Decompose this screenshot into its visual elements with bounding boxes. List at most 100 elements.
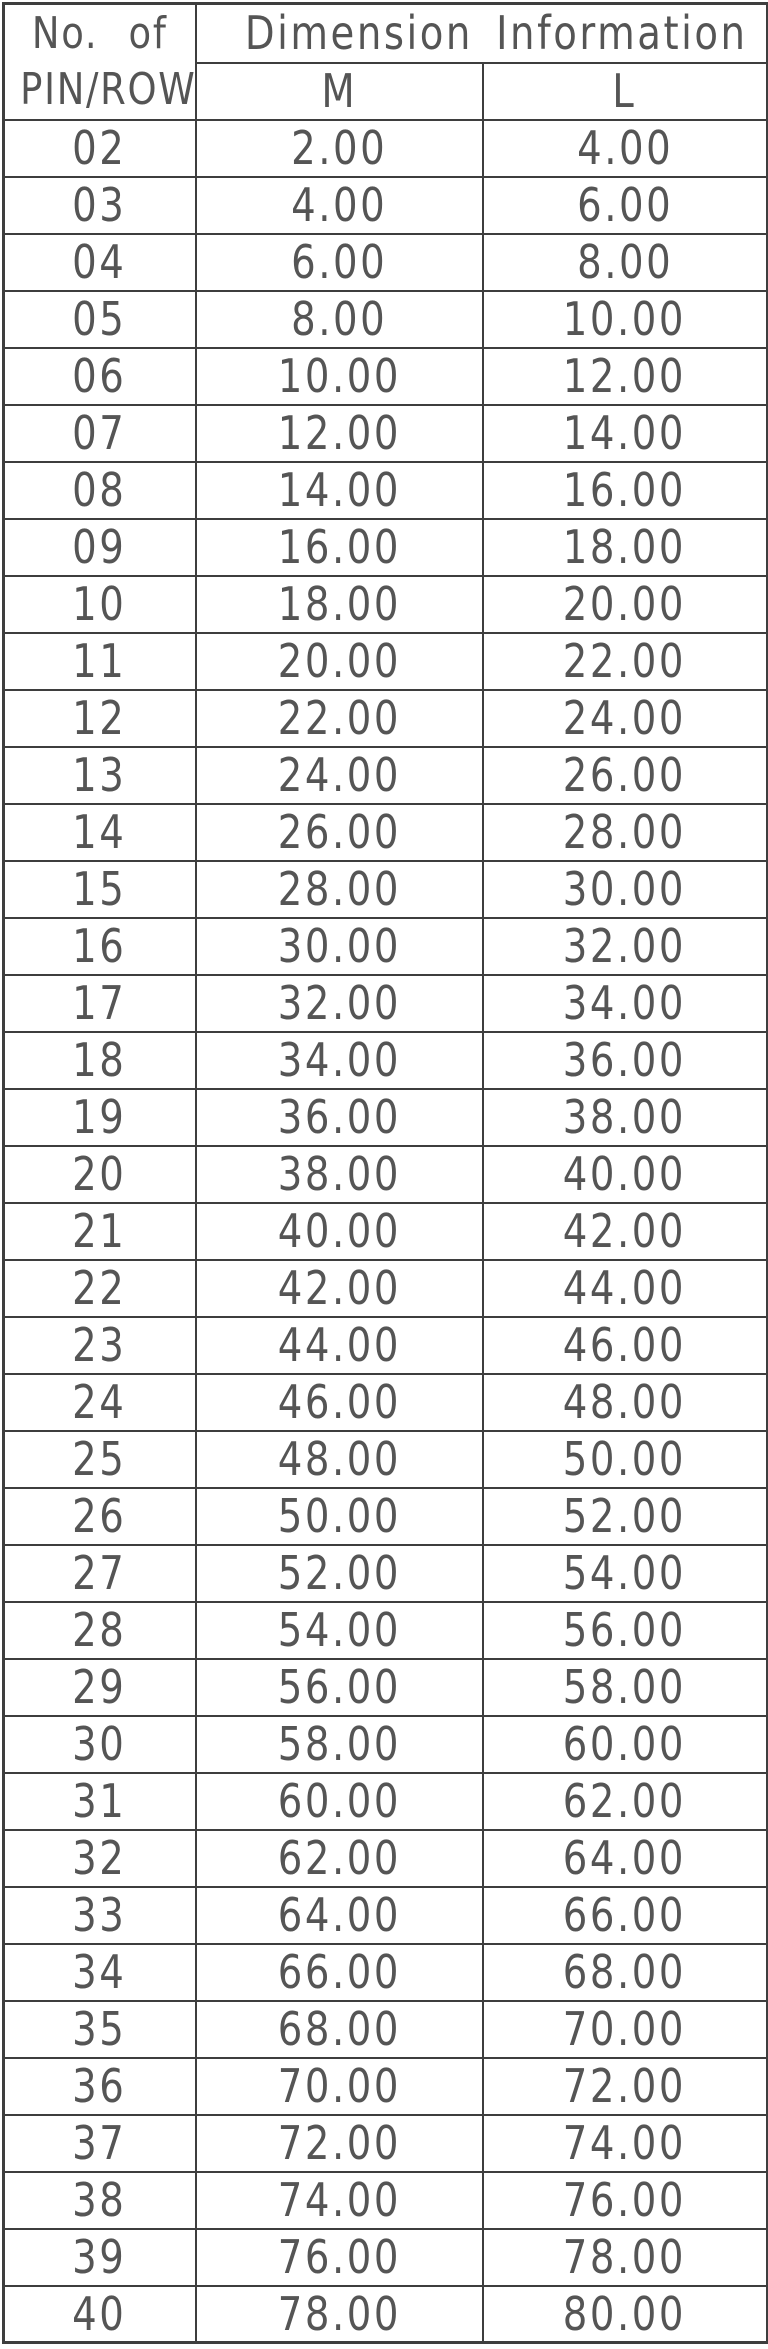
pin-cell-text: 39 — [72, 2230, 127, 2284]
table-row: 25 48.00 50.00 — [2, 1429, 768, 1489]
l-cell-text: 22.00 — [563, 634, 687, 688]
pin-cell: 09 — [2, 517, 197, 577]
l-cell: 66.00 — [481, 1885, 768, 1945]
pin-cell: 18 — [2, 1030, 197, 1090]
l-cell-text: 44.00 — [563, 1261, 687, 1315]
pin-cell-text: 13 — [72, 748, 127, 802]
m-cell: 64.00 — [194, 1885, 484, 1945]
l-cell-text: 62.00 — [563, 1774, 687, 1828]
pin-cell: 34 — [2, 1942, 197, 2002]
l-cell-text: 46.00 — [563, 1318, 687, 1372]
pin-cell-text: 25 — [72, 1432, 127, 1486]
l-cell-text: 26.00 — [563, 748, 687, 802]
l-cell: 10.00 — [481, 289, 768, 349]
pin-cell-text: 16 — [72, 919, 127, 973]
table-body: 02 2.00 4.00 03 4.00 6.00 04 6.00 8.00 05 8.00 10.0… — [2, 118, 768, 2344]
pin-cell: 33 — [2, 1885, 197, 1945]
m-cell: 46.00 — [194, 1372, 484, 1432]
pin-cell-text: 21 — [72, 1204, 127, 1258]
m-cell-text: 48.00 — [277, 1432, 401, 1486]
pin-cell-text: 14 — [72, 805, 127, 859]
m-cell: 70.00 — [194, 2056, 484, 2116]
table-row: 26 50.00 52.00 — [2, 1486, 768, 1546]
pin-cell: 07 — [2, 403, 197, 463]
table-row: 32 62.00 64.00 — [2, 1828, 768, 1888]
l-cell: 48.00 — [481, 1372, 768, 1432]
pin-cell: 35 — [2, 1999, 197, 2059]
l-cell-text: 66.00 — [563, 1888, 687, 1942]
table-row: 29 56.00 58.00 — [2, 1657, 768, 1717]
l-cell: 36.00 — [481, 1030, 768, 1090]
pin-cell: 20 — [2, 1144, 197, 1204]
pin-cell: 17 — [2, 973, 197, 1033]
pin-cell-text: 07 — [72, 406, 127, 460]
table-row: 27 52.00 54.00 — [2, 1543, 768, 1603]
l-cell-text: 20.00 — [563, 577, 687, 631]
pin-cell-text: 17 — [72, 976, 127, 1030]
l-cell-text: 72.00 — [563, 2059, 687, 2113]
pin-cell: 03 — [2, 175, 197, 235]
pin-cell: 28 — [2, 1600, 197, 1660]
pin-cell: 12 — [2, 688, 197, 748]
pin-cell-text: 28 — [72, 1603, 127, 1657]
pin-cell-text: 36 — [72, 2059, 127, 2113]
m-cell: 48.00 — [194, 1429, 484, 1489]
m-cell: 28.00 — [194, 859, 484, 919]
pin-cell-text: 12 — [72, 691, 127, 745]
pin-cell: 36 — [2, 2056, 197, 2116]
table-row: 13 24.00 26.00 — [2, 745, 768, 805]
m-cell-text: 64.00 — [277, 1888, 401, 1942]
table-row: 37 72.00 74.00 — [2, 2113, 768, 2173]
l-cell: 14.00 — [481, 403, 768, 463]
m-cell-text: 46.00 — [277, 1375, 401, 1429]
pin-cell: 23 — [2, 1315, 197, 1375]
m-cell-text: 4.00 — [290, 178, 388, 232]
m-cell: 44.00 — [194, 1315, 484, 1375]
l-cell: 34.00 — [481, 973, 768, 1033]
pin-cell: 10 — [2, 574, 197, 634]
m-cell-text: 26.00 — [277, 805, 401, 859]
l-cell-text: 38.00 — [563, 1090, 687, 1144]
m-cell: 8.00 — [194, 289, 484, 349]
pin-cell: 15 — [2, 859, 197, 919]
m-cell-text: 66.00 — [277, 1945, 401, 1999]
table-row: 02 2.00 4.00 — [2, 118, 768, 178]
m-cell-text: 38.00 — [277, 1147, 401, 1201]
table-row: 06 10.00 12.00 — [2, 346, 768, 406]
m-cell-text: 30.00 — [277, 919, 401, 973]
m-cell-text: 50.00 — [277, 1489, 401, 1543]
pin-cell-text: 09 — [72, 520, 127, 574]
m-cell-text: 62.00 — [277, 1831, 401, 1885]
table-row: 05 8.00 10.00 — [2, 289, 768, 349]
table-header: No. of PIN/ROW Dimension Information M L — [2, 2, 768, 121]
m-cell-text: 14.00 — [277, 463, 401, 517]
m-cell: 50.00 — [194, 1486, 484, 1546]
l-cell: 22.00 — [481, 631, 768, 691]
pin-cell: 02 — [2, 118, 197, 178]
pin-cell: 06 — [2, 346, 197, 406]
table-row: 11 20.00 22.00 — [2, 631, 768, 691]
m-cell: 54.00 — [194, 1600, 484, 1660]
l-cell: 68.00 — [481, 1942, 768, 2002]
m-cell-text: 24.00 — [277, 748, 401, 802]
m-cell: 12.00 — [194, 403, 484, 463]
m-cell: 24.00 — [194, 745, 484, 805]
m-cell: 38.00 — [194, 1144, 484, 1204]
table-row: 40 78.00 80.00 — [2, 2284, 768, 2344]
l-cell: 40.00 — [481, 1144, 768, 1204]
dimension-information-label: Dimension Information — [244, 6, 748, 61]
pin-row-header-line2: PIN/ROW — [20, 63, 196, 115]
table-row: 19 36.00 38.00 — [2, 1087, 768, 1147]
l-cell-text: 24.00 — [563, 691, 687, 745]
pin-cell-text: 03 — [72, 178, 127, 232]
pin-cell: 26 — [2, 1486, 197, 1546]
pin-cell-text: 19 — [72, 1090, 127, 1144]
table-row: 38 74.00 76.00 — [2, 2170, 768, 2230]
pin-cell: 40 — [2, 2284, 197, 2344]
m-cell-text: 40.00 — [277, 1204, 401, 1258]
l-cell-text: 50.00 — [563, 1432, 687, 1486]
pin-cell-text: 31 — [72, 1774, 127, 1828]
l-cell-text: 4.00 — [576, 121, 673, 175]
table-row: 34 66.00 68.00 — [2, 1942, 768, 2002]
m-cell: 52.00 — [194, 1543, 484, 1603]
